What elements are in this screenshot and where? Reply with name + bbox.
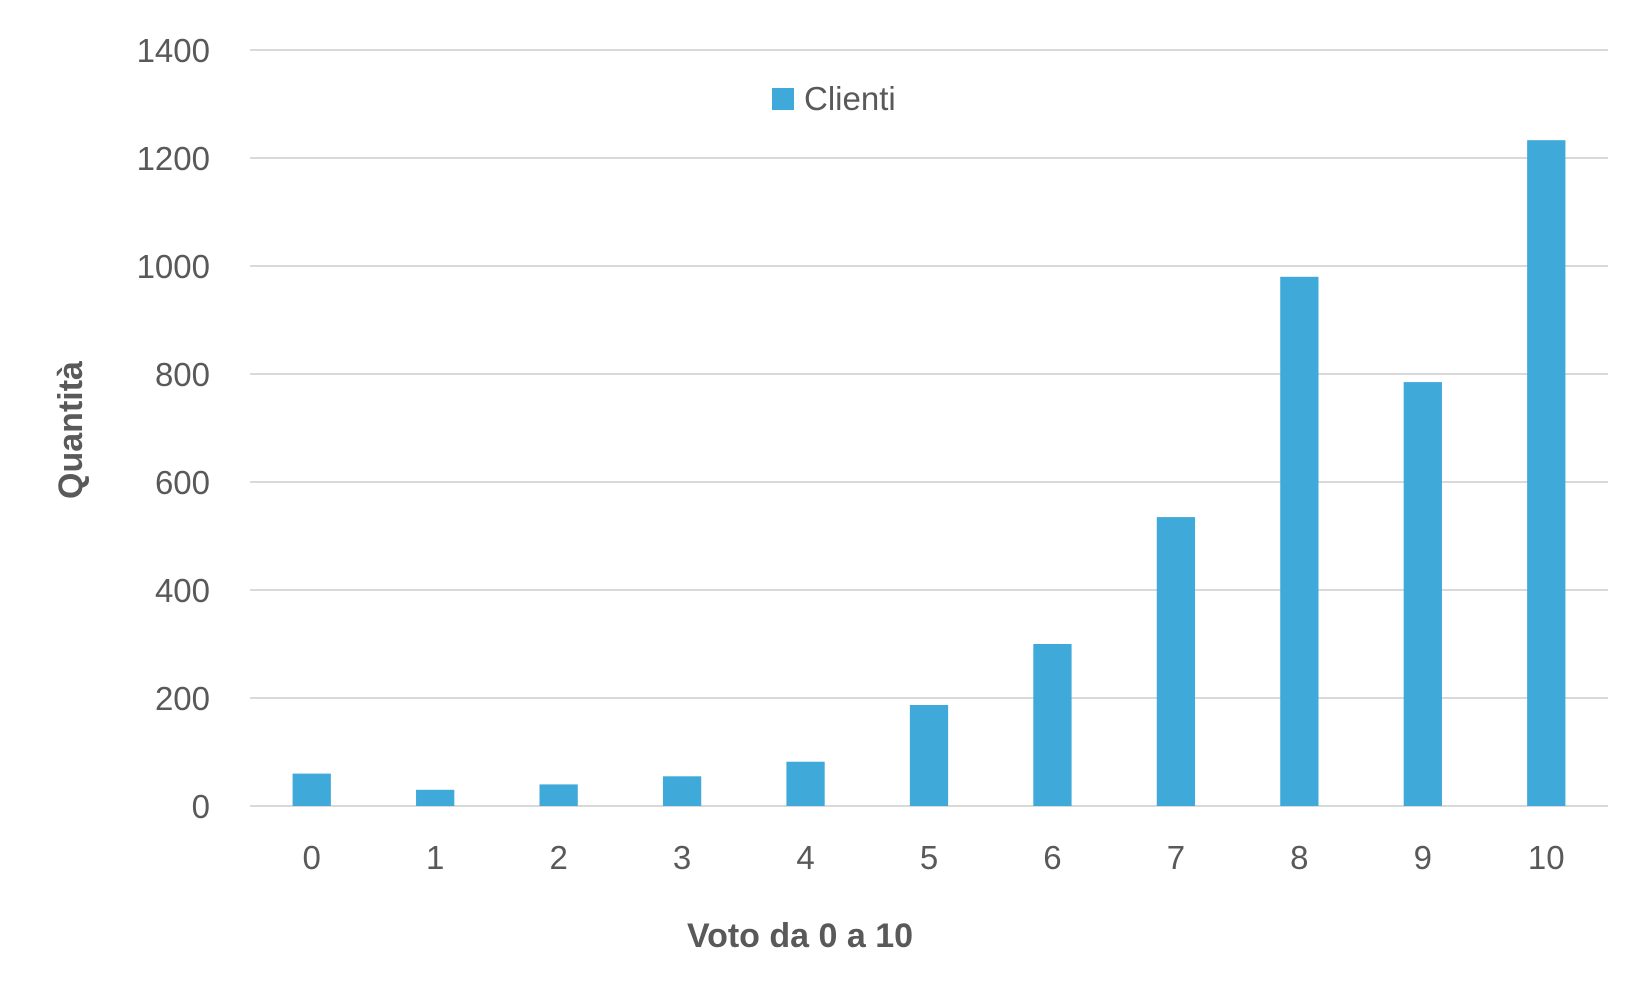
bar-5	[909, 705, 949, 806]
y-tick-labels: 0 200 400 600 800 1000 1200 1400	[137, 32, 210, 825]
bar-10	[1527, 140, 1566, 806]
y-tick-label: 1000	[137, 248, 210, 285]
x-tick-labels: 0 1 2 3 4 5 6 7 8 9 10	[303, 839, 1565, 876]
y-tick-label: 200	[155, 680, 210, 717]
x-tick-label: 7	[1167, 839, 1185, 876]
x-tick-label: 5	[920, 839, 938, 876]
bar-4	[786, 761, 825, 806]
bar-6	[1033, 644, 1072, 806]
legend-swatch-clienti	[772, 88, 794, 110]
x-axis-title: Voto da 0 a 10	[687, 917, 913, 955]
y-tick-label: 1400	[137, 32, 210, 69]
bars	[292, 140, 1566, 806]
bar-9	[1403, 382, 1442, 806]
bar-0	[292, 773, 331, 806]
x-tick-label: 4	[796, 839, 814, 876]
y-tick-label: 400	[155, 572, 210, 609]
gridlines	[250, 49, 1608, 807]
legend-label-clienti: Clienti	[804, 80, 896, 117]
x-tick-label: 6	[1043, 839, 1061, 876]
x-tick-label: 1	[426, 839, 444, 876]
x-tick-label: 9	[1414, 839, 1432, 876]
x-tick-label: 3	[673, 839, 691, 876]
y-tick-label: 800	[155, 356, 210, 393]
x-tick-label: 0	[303, 839, 321, 876]
y-tick-label: 600	[155, 464, 210, 501]
bar-2	[539, 784, 578, 806]
y-tick-label: 0	[192, 788, 210, 825]
x-tick-label: 2	[549, 839, 567, 876]
y-axis-title: Quantità	[52, 361, 90, 499]
x-tick-label: 10	[1528, 839, 1565, 876]
x-tick-label: 8	[1290, 839, 1308, 876]
bar-7	[1156, 517, 1196, 806]
bar-3	[662, 776, 702, 806]
bar-8	[1280, 276, 1319, 806]
legend: Clienti	[772, 80, 896, 117]
bar-1	[416, 789, 455, 806]
y-tick-label: 1200	[137, 140, 210, 177]
